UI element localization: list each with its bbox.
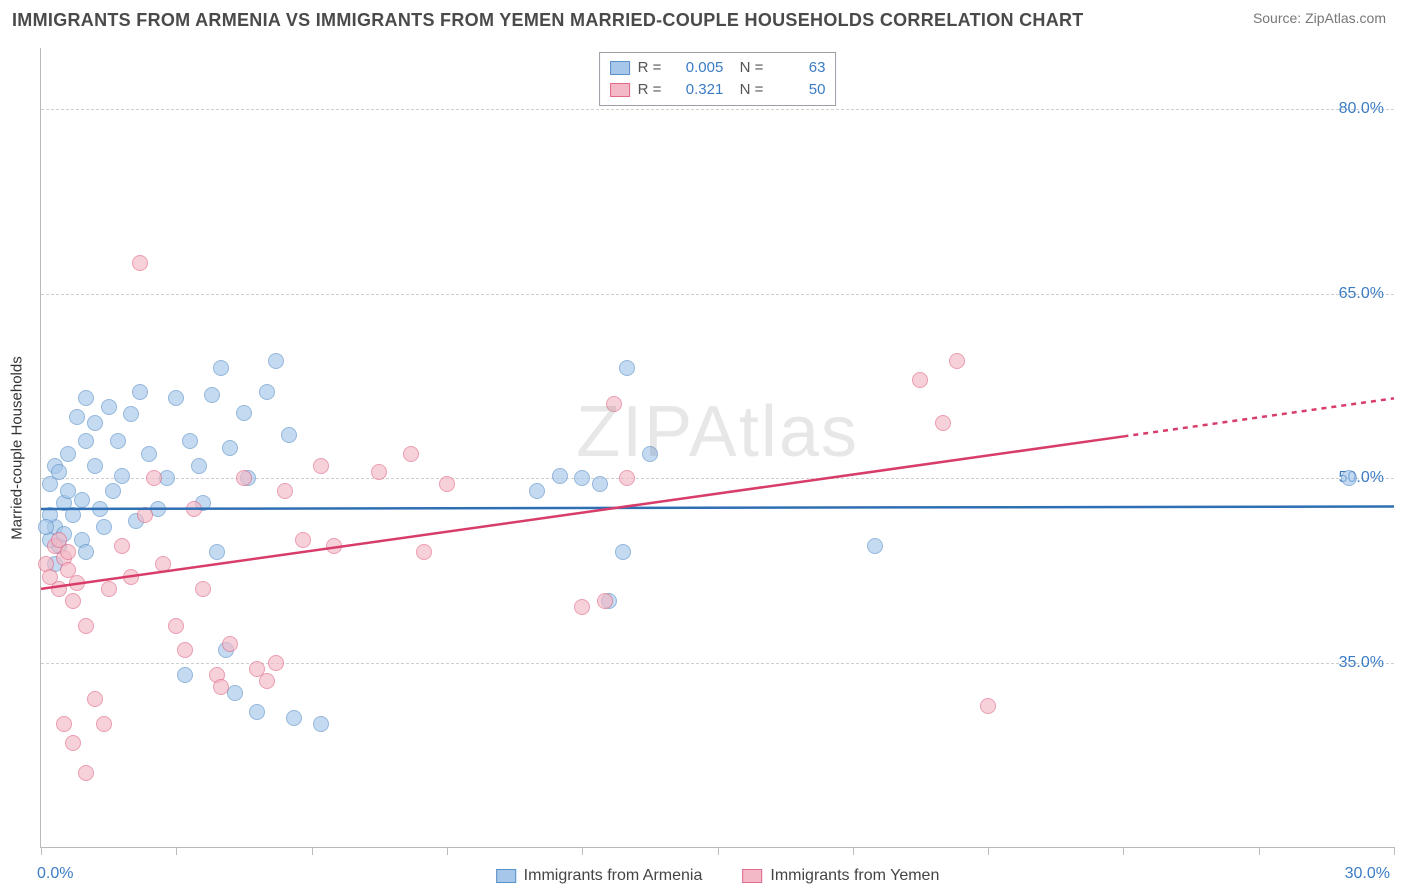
legend-label: Immigrants from Armenia xyxy=(524,867,703,885)
x-tick xyxy=(1123,847,1124,855)
legend-item-yemen: Immigrants from Yemen xyxy=(742,867,939,885)
stats-legend: R = 0.005 N = 63 R = 0.321 N = 50 xyxy=(599,52,837,106)
x-tick xyxy=(447,847,448,855)
trend-line xyxy=(41,436,1123,588)
x-tick xyxy=(1259,847,1260,855)
x-axis-max: 30.0% xyxy=(1345,865,1390,883)
x-tick xyxy=(853,847,854,855)
stat-n-value: 50 xyxy=(771,79,825,101)
chart-title: IMMIGRANTS FROM ARMENIA VS IMMIGRANTS FR… xyxy=(12,10,1084,31)
x-tick xyxy=(1394,847,1395,855)
stat-r-value: 0.321 xyxy=(669,79,723,101)
x-tick xyxy=(582,847,583,855)
legend-item-armenia: Immigrants from Armenia xyxy=(496,867,703,885)
stat-r-label: R = xyxy=(638,57,662,79)
x-tick xyxy=(41,847,42,855)
stats-legend-row: R = 0.005 N = 63 xyxy=(610,57,826,79)
source-label: Source: ZipAtlas.com xyxy=(1253,10,1386,26)
legend-label: Immigrants from Yemen xyxy=(770,867,939,885)
y-axis-label: Married-couple Households xyxy=(9,356,26,539)
stat-r-value: 0.005 xyxy=(669,57,723,79)
stats-legend-row: R = 0.321 N = 50 xyxy=(610,79,826,101)
trend-line xyxy=(41,507,1394,509)
stat-n-value: 63 xyxy=(771,57,825,79)
chart-area: Married-couple Households ZIPAtlas R = 0… xyxy=(40,48,1394,848)
x-tick xyxy=(718,847,719,855)
legend-swatch-yemen xyxy=(610,83,630,97)
x-tick xyxy=(312,847,313,855)
stat-n-label: N = xyxy=(731,79,763,101)
legend-swatch-armenia xyxy=(610,61,630,75)
x-axis-min: 0.0% xyxy=(37,865,73,883)
series-legend: Immigrants from Armenia Immigrants from … xyxy=(496,867,940,885)
legend-swatch-yemen xyxy=(742,869,762,883)
x-tick xyxy=(176,847,177,855)
trend-lines xyxy=(41,48,1394,847)
stat-r-label: R = xyxy=(638,79,662,101)
stat-n-label: N = xyxy=(731,57,763,79)
x-tick xyxy=(988,847,989,855)
legend-swatch-armenia xyxy=(496,869,516,883)
trend-line-dashed xyxy=(1123,398,1394,436)
